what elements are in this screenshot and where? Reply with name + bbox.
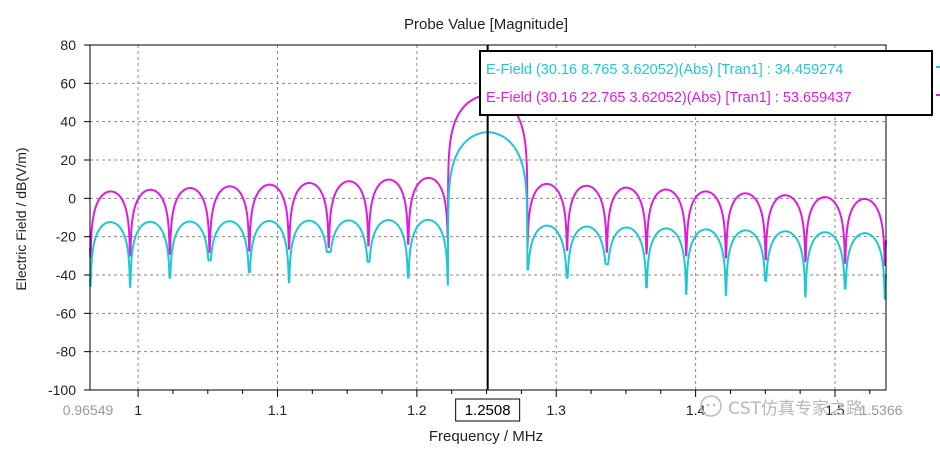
frequency-marker-box[interactable]: 1.2508 [455,398,521,422]
x-axis-label: Frequency / MHz [429,428,543,445]
y-tick-label: -60 [56,305,76,321]
x-max-label: 1.5366 [860,402,903,418]
x-tick-label: 1 [134,402,142,418]
y-tick-label: 0 [68,190,76,206]
wechat-logo-icon [700,395,722,417]
y-tick-label: -40 [56,267,76,283]
watermark: CST仿真专家之路 [700,393,915,419]
y-tick-label: -20 [56,229,76,245]
x-tick-label: 1.5 [825,402,845,418]
y-tick-label: 40 [60,114,76,130]
frequency-marker-rect [455,398,521,422]
y-tick-labels: 80 60 40 20 0 -20 -40 -60 -80 -100 [48,37,90,398]
legend-box [479,50,933,116]
y-tick-label: -80 [56,344,76,360]
x-tick-label: 1.1 [268,402,288,418]
x-tick-label: 1.3 [546,402,566,418]
watermark-text: CST仿真专家之路 [728,398,864,419]
y-tick-label: 80 [60,37,76,53]
chart-title: Probe Value [Magnitude] [404,16,568,33]
legend-entry-cyan: E-Field (30.16 8.765 3.62052)(Abs) [Tran… [486,62,843,78]
legend: E-Field (30.16 8.765 3.62052)(Abs) [Tran… [479,50,940,116]
y-tick-label: -100 [48,382,76,398]
x-tick-label: 1.2 [407,402,427,418]
y-tick-label: 20 [60,152,76,168]
y-axis-label: Electric Field / dB(V/m) [13,147,29,290]
y-tick-label: 60 [60,75,76,91]
frequency-marker-label: 1.2508 [465,402,511,419]
x-min-label: 0.96549 [63,402,114,418]
legend-entry-magenta: E-Field (30.16 22.765 3.62052)(Abs) [Tra… [486,90,851,106]
